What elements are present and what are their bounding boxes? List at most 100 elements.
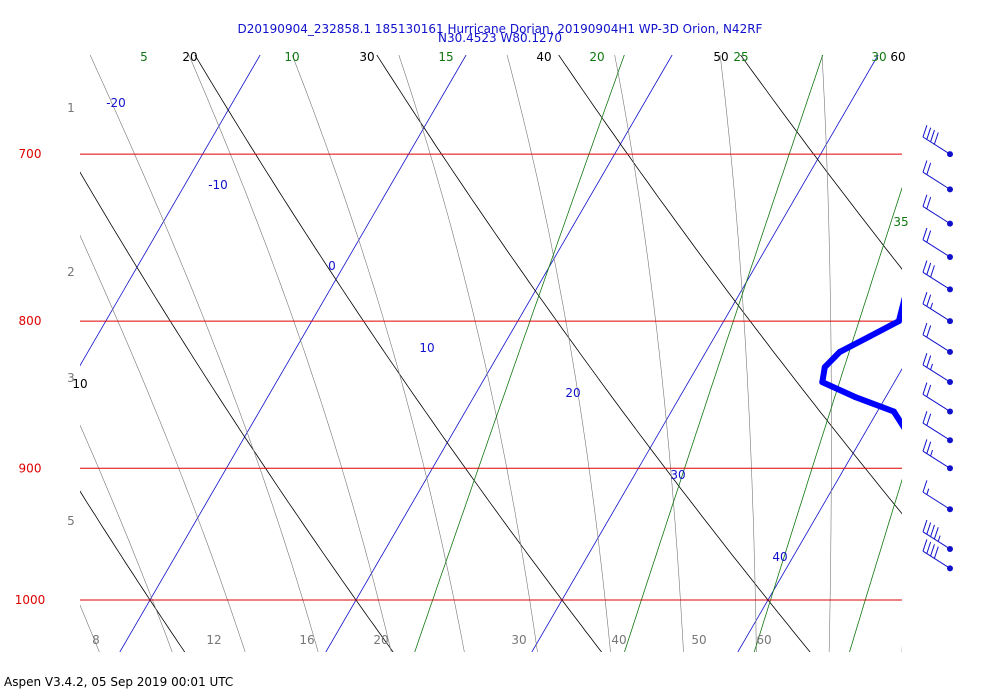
mixing-ratio-label: 25 bbox=[733, 50, 748, 64]
dry-adiabat-label: 50 bbox=[713, 50, 728, 64]
isotherm-label: 40 bbox=[772, 550, 787, 564]
isotherm-label: 30 bbox=[670, 468, 685, 482]
mixing-ratio-label: 5 bbox=[140, 50, 148, 64]
bottom-axis-label: 50 bbox=[691, 633, 706, 647]
dewpoint-point bbox=[920, 465, 926, 471]
wind-barb bbox=[922, 260, 953, 293]
moist-adiabat-line bbox=[973, 42, 1000, 673]
isotherm-label: -10 bbox=[208, 178, 228, 192]
moist-adiabat-line bbox=[80, 234, 246, 652]
isotherm-label: 20 bbox=[565, 386, 580, 400]
dewpoint-point bbox=[929, 151, 935, 157]
dewpoint-point bbox=[917, 148, 923, 154]
moist-adiabat-line bbox=[89, 55, 319, 652]
temperature-point bbox=[936, 408, 942, 414]
dewpoint-point bbox=[866, 333, 873, 340]
wind-barb bbox=[922, 439, 953, 472]
temperature-point bbox=[932, 394, 938, 400]
chart-subtitle: N30.4523 W80.1270 bbox=[438, 31, 562, 45]
pressure-label: 700 bbox=[19, 147, 42, 161]
altitude-label: 1 bbox=[67, 101, 75, 115]
dry-adiabat-line bbox=[913, 42, 1000, 661]
moist-adiabat-line bbox=[506, 55, 611, 652]
wind-barb bbox=[922, 411, 953, 444]
dewpoint-point bbox=[911, 221, 917, 227]
moist-adiabat-line bbox=[821, 55, 832, 652]
pressure-label: 1000 bbox=[15, 593, 46, 607]
moist-adiabat-line bbox=[614, 55, 684, 652]
dry-adiabat-label: 60 bbox=[890, 50, 905, 64]
bottom-axis-label: 16 bbox=[299, 633, 314, 647]
isotherm-line bbox=[325, 55, 673, 652]
temperature-point bbox=[937, 506, 943, 512]
wind-barb bbox=[922, 539, 953, 572]
mixing-ratio-label: 30 bbox=[871, 50, 886, 64]
dewpoint-point bbox=[890, 408, 897, 415]
mixing-ratio-line bbox=[922, 42, 1000, 661]
temperature-point bbox=[916, 286, 922, 292]
dry-adiabat-line bbox=[740, 55, 902, 270]
altitude-label: 2 bbox=[67, 265, 75, 279]
moist-adiabat-line bbox=[291, 55, 465, 652]
dewpoint-point bbox=[915, 186, 921, 192]
footer-version-text: Aspen V3.4.2, 05 Sep 2019 00:01 UTC bbox=[4, 675, 234, 689]
bottom-axis-label: 40 bbox=[611, 633, 626, 647]
temperature-point bbox=[936, 465, 942, 471]
moist-adiabat-line bbox=[80, 604, 100, 652]
temperature-point bbox=[919, 318, 925, 324]
isotherm-line bbox=[80, 55, 261, 367]
temperature-point bbox=[922, 221, 928, 227]
moist-adiabat-line bbox=[901, 644, 902, 652]
dewpoint-point bbox=[904, 286, 910, 292]
isotherm-line bbox=[0, 55, 54, 652]
dewpoint-point bbox=[851, 393, 858, 400]
moist-adiabat-line bbox=[80, 424, 173, 652]
moist-adiabat-line bbox=[719, 55, 757, 652]
mixing-ratio-label: 15 bbox=[438, 50, 453, 64]
dewpoint-point bbox=[916, 493, 922, 499]
pressure-label: 900 bbox=[19, 461, 42, 475]
temperature-point bbox=[919, 254, 925, 260]
bottom-axis-label: 8 bbox=[92, 633, 100, 647]
wind-barb bbox=[922, 194, 953, 227]
mixing-ratio-label: 35 bbox=[893, 215, 908, 229]
wind-barb bbox=[922, 125, 953, 158]
dewpoint-point bbox=[836, 348, 843, 355]
isotherm-label: 10 bbox=[419, 341, 434, 355]
dewpoint-point bbox=[916, 479, 922, 485]
dewpoint-point bbox=[895, 318, 902, 325]
dewpoint-point bbox=[906, 254, 912, 260]
dewpoint-point bbox=[821, 364, 828, 371]
temperature-point bbox=[938, 520, 944, 526]
bottom-axis-label: 20 bbox=[373, 633, 388, 647]
temperature-point bbox=[928, 379, 934, 385]
mixing-ratio-line bbox=[985, 42, 1000, 661]
bottom-axis-label: 30 bbox=[511, 633, 526, 647]
isotherm-label: 0 bbox=[328, 259, 336, 273]
isotherm-line bbox=[737, 368, 902, 652]
moist-adiabat-line bbox=[188, 55, 392, 652]
wind-barb bbox=[922, 353, 953, 386]
mixing-ratio-label: 20 bbox=[589, 50, 604, 64]
mixing-ratio-line bbox=[414, 55, 625, 652]
wind-barb bbox=[922, 382, 953, 415]
dry-adiabat-label: 10 bbox=[72, 377, 87, 391]
dry-adiabat-line bbox=[376, 55, 811, 652]
dry-adiabat-line bbox=[194, 55, 603, 652]
dry-adiabat-label: 40 bbox=[536, 50, 551, 64]
wind-barb bbox=[922, 160, 953, 193]
dry-adiabat-label: 20 bbox=[182, 50, 197, 64]
wind-barb bbox=[922, 322, 953, 355]
dewpoint-point bbox=[929, 506, 935, 512]
pressure-label: 800 bbox=[19, 314, 42, 328]
isotherm-label: -20 bbox=[106, 96, 126, 110]
mixing-ratio-line bbox=[753, 186, 902, 652]
dewpoint-point bbox=[909, 437, 915, 443]
mixing-ratio-label: 10 bbox=[284, 50, 299, 64]
moist-adiabat-line bbox=[398, 55, 538, 652]
dry-adiabat-line bbox=[80, 171, 394, 652]
wind-barb bbox=[922, 519, 953, 552]
dry-adiabat-line bbox=[558, 55, 902, 515]
temperature-point bbox=[940, 437, 946, 443]
